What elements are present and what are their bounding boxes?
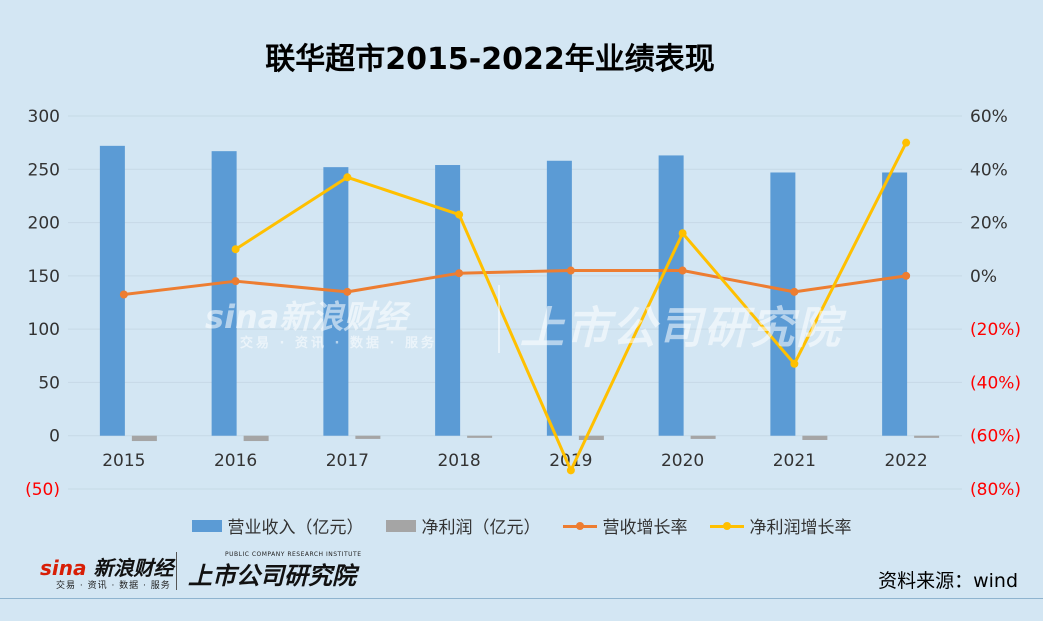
profit-growth-point bbox=[343, 173, 352, 182]
legend-label-net-profit: 净利润（亿元） bbox=[421, 518, 541, 538]
legend-label-profit-growth: 净利润增长率 bbox=[749, 518, 852, 538]
footer-sina-name: 新浪财经 bbox=[93, 556, 174, 580]
bar-revenue bbox=[323, 167, 349, 436]
revenue-growth-line bbox=[123, 269, 907, 296]
revenue-growth-point bbox=[231, 277, 240, 286]
legend-item-net-profit: 净利润（亿元） bbox=[385, 513, 541, 538]
y-right-tick-label: (80%) bbox=[970, 480, 1021, 500]
y-left-tick-label: 300 bbox=[28, 107, 60, 127]
revenue-growth-point bbox=[343, 287, 352, 296]
bar-revenue bbox=[658, 155, 684, 436]
footer-sina-tagline: 交易 · 资讯 · 数据 · 服务 bbox=[56, 581, 171, 591]
bar-net-profit bbox=[914, 435, 940, 438]
bar-net-profit bbox=[802, 435, 828, 440]
y-right-tick-label: 40% bbox=[970, 160, 1008, 180]
revenue-growth-point bbox=[790, 287, 799, 296]
x-tick-label: 2018 bbox=[437, 451, 480, 471]
watermark-divider bbox=[498, 285, 500, 353]
bar-net-profit bbox=[131, 435, 157, 442]
x-tick-label: 2022 bbox=[884, 451, 927, 471]
legend-item-revenue: 营业收入（亿元） bbox=[191, 513, 364, 538]
bar-revenue bbox=[770, 172, 796, 436]
footer-institute-tagline: PUBLIC COMPANY RESEARCH INSTITUTE bbox=[225, 551, 362, 558]
y-right-tick-label: 0% bbox=[970, 267, 997, 287]
y-left-tick-label: 50 bbox=[38, 373, 60, 393]
x-tick-label: 2017 bbox=[326, 451, 369, 471]
watermark-institute-logo: 上市公司研究院 bbox=[520, 303, 842, 354]
revenue-growth-point bbox=[566, 266, 575, 275]
bar-revenue bbox=[882, 172, 908, 436]
revenue-growth-point bbox=[678, 266, 687, 275]
legend-swatch-profit-growth bbox=[709, 519, 744, 533]
watermark-sina-tagline: 交易 · 资讯 · 数据 · 服务 bbox=[240, 336, 437, 351]
y-right-tick-label: 20% bbox=[970, 214, 1008, 234]
revenue-growth-point bbox=[902, 271, 911, 280]
revenue-growth-point bbox=[455, 269, 464, 278]
footer-divider bbox=[176, 552, 177, 590]
legend-swatch-revenue bbox=[191, 519, 222, 532]
chart-legend: 营业收入（亿元） 净利润（亿元） 营收增长率 净利润增长率 bbox=[0, 513, 1043, 538]
y-right-tick-label: 60% bbox=[970, 107, 1008, 127]
chart-title: 联华超市2015-2022年业绩表现 bbox=[265, 42, 715, 77]
y-left-tick-label: 100 bbox=[28, 320, 60, 340]
legend-item-revenue-growth: 营收增长率 bbox=[562, 513, 688, 538]
bar-net-profit bbox=[578, 435, 604, 440]
watermark-sina-logo: sina新浪财经 bbox=[205, 298, 408, 336]
x-tick-label: 2019 bbox=[549, 451, 592, 471]
bar-net-profit bbox=[243, 435, 269, 442]
y-left-tick-label: (50) bbox=[25, 480, 60, 500]
bar-net-profit bbox=[690, 435, 716, 439]
legend-swatch-revenue-growth bbox=[562, 519, 597, 533]
x-tick-label: 2015 bbox=[102, 451, 145, 471]
y-right-tick-label: (20%) bbox=[970, 320, 1021, 340]
profit-growth-point bbox=[455, 210, 464, 219]
legend-item-profit-growth: 净利润增长率 bbox=[709, 513, 852, 538]
revenue-growth-point bbox=[119, 290, 128, 299]
x-tick-label: 2016 bbox=[214, 451, 257, 471]
y-left-tick-label: 200 bbox=[28, 214, 60, 234]
y-right-tick-label: (40%) bbox=[970, 373, 1021, 393]
legend-label-revenue: 营业收入（亿元） bbox=[227, 518, 364, 538]
legend-label-revenue-growth: 营收增长率 bbox=[602, 518, 688, 538]
profit-growth-point bbox=[566, 466, 575, 475]
data-source: 资料来源：wind bbox=[878, 570, 1018, 592]
y-left-tick-label: 0 bbox=[49, 427, 60, 447]
profit-growth-point bbox=[790, 359, 799, 368]
bottom-divider bbox=[0, 598, 1043, 599]
profit-growth-point bbox=[231, 245, 240, 254]
profit-growth-point bbox=[902, 138, 911, 147]
bar-revenue bbox=[211, 151, 237, 436]
profit-growth-point bbox=[678, 229, 687, 238]
bar-revenue bbox=[546, 160, 572, 436]
legend-swatch-net-profit bbox=[385, 519, 416, 532]
bar-net-profit bbox=[467, 435, 493, 438]
sina-brand-mark: sina bbox=[40, 556, 87, 580]
x-tick-label: 2020 bbox=[661, 451, 704, 471]
footer-institute-logo: 上市公司研究院 bbox=[188, 562, 356, 590]
bar-revenue bbox=[99, 145, 125, 436]
bar-net-profit bbox=[355, 435, 381, 439]
y-left-tick-label: 150 bbox=[28, 267, 60, 287]
y-left-tick-label: 250 bbox=[28, 160, 60, 180]
bar-revenue bbox=[435, 165, 461, 436]
footer-sina-logo: sina 新浪财经 bbox=[40, 552, 173, 581]
x-tick-label: 2021 bbox=[773, 451, 816, 471]
y-right-tick-label: (60%) bbox=[970, 427, 1021, 447]
